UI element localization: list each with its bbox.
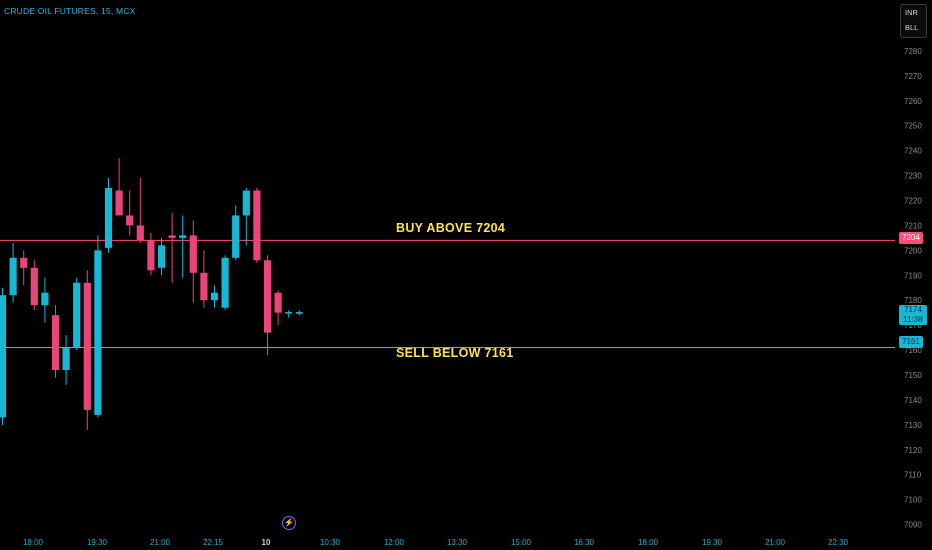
y-tick-label: 7170 xyxy=(904,321,922,330)
y-tick-label: 7260 xyxy=(904,97,922,106)
candle-body xyxy=(136,225,144,241)
y-tick-label: 7140 xyxy=(904,396,922,405)
x-tick-label: 22:15 xyxy=(203,538,224,547)
last-price-value: 7174 xyxy=(904,305,922,314)
unit-label: BLL xyxy=(905,23,919,32)
candle-body xyxy=(179,235,187,238)
candle-body xyxy=(9,257,17,296)
lightning-icon[interactable]: ⚡ xyxy=(282,516,296,530)
candle-body xyxy=(168,235,176,238)
y-tick-label: 7110 xyxy=(904,471,922,480)
y-tick-label: 7100 xyxy=(904,496,922,505)
candle-body xyxy=(221,257,229,308)
y-tick-label: 7190 xyxy=(904,271,922,280)
y-tick-label: 7160 xyxy=(904,346,922,355)
x-tick-label: 10 xyxy=(262,538,271,547)
y-tick-label: 7130 xyxy=(904,421,922,430)
y-tick-label: 7270 xyxy=(904,72,922,81)
y-tick-label: 7230 xyxy=(904,172,922,181)
candle-body xyxy=(295,312,303,314)
candle-body xyxy=(285,312,293,314)
sell-level-tag: 7161 xyxy=(899,336,923,348)
bar-countdown: 11:38 xyxy=(903,315,923,324)
buy-level-tag: 7204 xyxy=(899,232,923,244)
y-tick-label: 7210 xyxy=(904,221,922,230)
candle-body xyxy=(232,215,240,258)
x-tick-label: 10:30 xyxy=(320,538,341,547)
candle-body xyxy=(189,235,197,273)
candle-body xyxy=(73,282,81,348)
y-tick-label: 7200 xyxy=(904,246,922,255)
candle-body xyxy=(0,295,7,418)
sell-below-label: SELL BELOW 7161 xyxy=(396,346,514,360)
x-tick-label: 18:00 xyxy=(638,538,659,547)
x-tick-label: 19:30 xyxy=(702,538,723,547)
y-tick-label: 7250 xyxy=(904,122,922,131)
y-tick-label: 7090 xyxy=(904,521,922,530)
candle-body xyxy=(83,282,91,410)
y-tick-label: 7180 xyxy=(904,296,922,305)
candle-body xyxy=(157,245,166,268)
candle-body xyxy=(242,190,250,216)
candle-body xyxy=(51,315,60,370)
last-price-tag: 7174 11:38 xyxy=(899,305,927,325)
x-tick-label: 21:00 xyxy=(765,538,786,547)
x-tick-label: 13:30 xyxy=(447,538,468,547)
candle-body xyxy=(41,292,49,306)
x-tick-label: 19:30 xyxy=(87,538,108,547)
symbol-title[interactable]: CRUDE OIL FUTURES, 15, MCX xyxy=(4,6,136,16)
x-tick-label: 16:30 xyxy=(574,538,595,547)
x-tick-label: 22:30 xyxy=(828,538,849,547)
candle-body xyxy=(274,292,282,313)
candle-body xyxy=(210,292,219,301)
candle-body xyxy=(253,190,261,261)
candle-body xyxy=(104,188,113,248)
buy-above-label: BUY ABOVE 7204 xyxy=(396,221,506,235)
candle-body xyxy=(20,257,28,268)
y-tick-label: 7150 xyxy=(904,371,922,380)
currency-label: INR xyxy=(905,8,918,17)
candle-body xyxy=(126,215,134,226)
x-tick-label: 21:00 xyxy=(150,538,171,547)
candle-body xyxy=(30,267,38,306)
candle-body xyxy=(62,347,70,370)
x-tick-label: 15:00 xyxy=(511,538,532,547)
y-tick-label: 7240 xyxy=(904,147,922,156)
currency-unit-box[interactable]: INR BLL xyxy=(900,4,927,38)
candle-body xyxy=(94,250,102,415)
x-tick-label: 12:00 xyxy=(384,538,405,547)
candle-body xyxy=(115,190,123,216)
y-tick-label: 7280 xyxy=(904,47,922,56)
candle-body xyxy=(147,240,155,271)
candle-body xyxy=(263,260,272,333)
y-tick-label: 7220 xyxy=(904,196,922,205)
candle-body xyxy=(200,272,208,301)
y-tick-label: 7120 xyxy=(904,446,922,455)
x-tick-label: 18:00 xyxy=(23,538,44,547)
